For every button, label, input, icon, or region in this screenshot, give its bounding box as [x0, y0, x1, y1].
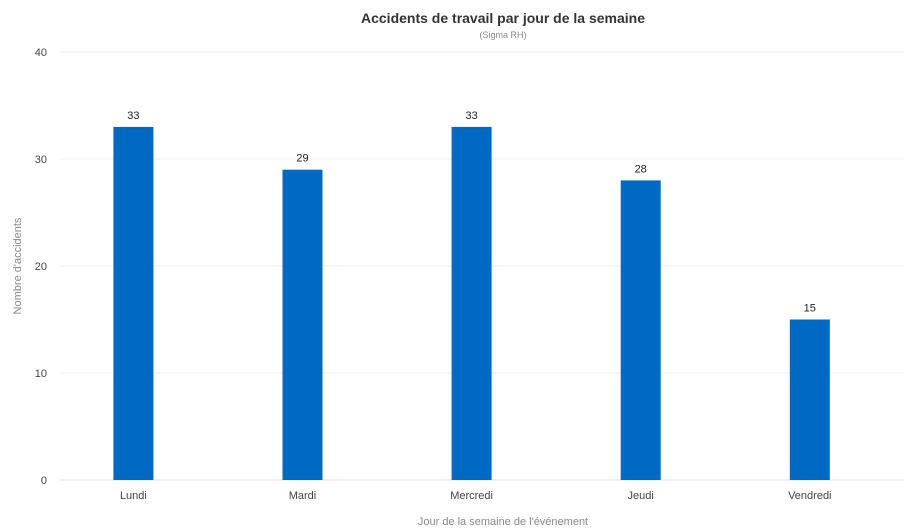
bar: [282, 169, 323, 480]
bar: [620, 180, 661, 480]
y-tick-label: 30: [35, 154, 47, 166]
bar: [789, 319, 830, 480]
y-tick-label: 20: [35, 261, 47, 273]
chart-title: Accidents de travail par jour de la sema…: [361, 10, 645, 26]
x-tick-label: Jeudi: [628, 490, 654, 502]
data-label: 33: [127, 110, 139, 122]
data-label: 29: [296, 153, 308, 165]
y-tick-label: 40: [35, 47, 47, 59]
x-tick-label: Mercredi: [450, 490, 493, 502]
data-label: 33: [465, 110, 477, 122]
y-tick-label: 0: [41, 475, 47, 487]
y-tick-label: 10: [35, 368, 47, 380]
x-tick-label: Lundi: [120, 490, 147, 502]
y-axis-label: Nombre d'accidents: [12, 217, 24, 314]
x-tick-label: Vendredi: [788, 490, 831, 502]
data-label: 28: [635, 163, 647, 175]
chart-subtitle: (Sigma RH): [479, 30, 527, 40]
bar: [451, 126, 492, 481]
x-axis-label: Jour de la semaine de l'événement: [418, 516, 588, 528]
data-label: 15: [804, 303, 816, 315]
x-tick-label: Mardi: [289, 490, 317, 502]
bar: [113, 126, 154, 481]
